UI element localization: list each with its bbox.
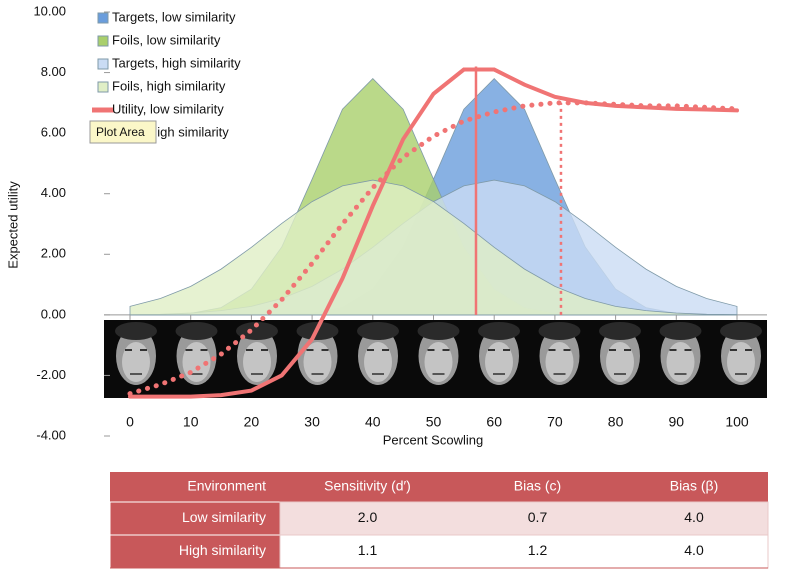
face-shade [122, 342, 150, 382]
table-cell: 1.1 [358, 542, 378, 558]
face-shade [243, 342, 271, 382]
face-shade [485, 342, 513, 382]
legend-label: Foils, low similarity [112, 32, 221, 47]
utility-line [128, 67, 739, 399]
legend-label: Foils, high similarity [112, 78, 226, 93]
x-tick-label: 40 [365, 414, 381, 430]
hair [659, 322, 702, 340]
legend-swatch [97, 12, 109, 24]
x-tick-label: 60 [486, 414, 502, 430]
legend-label: Targets, low similarity [112, 9, 236, 24]
table-row-bg [279, 534, 769, 569]
table-cell: 2.0 [358, 509, 378, 525]
y-tick-label: 2.00 [41, 246, 66, 261]
hair [720, 322, 762, 340]
x-axis-label: Percent Scowling [383, 432, 483, 447]
y-tick-label: -4.00 [36, 427, 66, 442]
area [129, 179, 738, 316]
y-axis-label: Expected utility [5, 181, 20, 269]
x-tick-label: 90 [669, 414, 685, 430]
y-tick-label: 4.00 [41, 185, 66, 200]
x-tick-label: 30 [304, 414, 320, 430]
hair [115, 322, 157, 340]
face-shade [666, 342, 695, 382]
y-tick-label: 0.00 [41, 306, 66, 321]
face-shade [727, 342, 755, 382]
face-shade [545, 342, 574, 382]
table-header: Bias (c) [514, 478, 561, 494]
hair [599, 322, 641, 340]
table: Environment Sensitivity (d′) Bias (c) Bias … [109, 472, 769, 569]
table-row-head: High similarity [179, 542, 266, 558]
hair [357, 322, 399, 340]
tooltip-box [89, 120, 157, 144]
x-tick-label: 0 [126, 414, 134, 430]
x-tick-label: 70 [547, 414, 563, 430]
legend-label: Targets, high similarity [112, 55, 241, 70]
legend-label: Utility, low similarity [112, 101, 224, 116]
table-header: Environment [187, 478, 266, 494]
table-cell: 1.2 [528, 542, 548, 558]
hair [478, 322, 520, 340]
table-row-head-bg [109, 534, 281, 569]
y-tick-label: 10.00 [33, 3, 66, 18]
y-tick-label: -2.00 [36, 367, 66, 382]
legend-swatch [97, 81, 109, 93]
x-tick-label: 50 [426, 414, 442, 430]
x-tick-label: 10 [183, 414, 199, 430]
hair [417, 322, 460, 340]
table-row-head: Low similarity [182, 509, 266, 525]
hair [175, 322, 218, 340]
face-shade [364, 342, 392, 382]
hair [236, 322, 278, 340]
table-cell: 4.0 [684, 509, 704, 525]
legend-swatch [97, 58, 109, 70]
face-shade [303, 342, 332, 382]
table-header-bg [110, 472, 768, 502]
x-tick-label: 80 [608, 414, 624, 430]
face-shade [424, 342, 453, 382]
y-tick-label: 6.00 [41, 125, 66, 140]
hair [538, 322, 581, 340]
face-shade [606, 342, 634, 382]
legend-swatch [97, 35, 109, 47]
x-tick-label: 20 [244, 414, 260, 430]
table-header: Sensitivity (d′) [324, 478, 411, 494]
x-tick-label: 100 [725, 414, 749, 430]
y-tick-label: 8.00 [41, 64, 66, 79]
table-cell: 4.0 [684, 542, 704, 558]
table-header: Bias (β) [670, 478, 719, 494]
table-cell: 0.7 [528, 509, 548, 525]
tooltip: Plot Area [96, 125, 145, 139]
table-row-bg [279, 501, 769, 536]
